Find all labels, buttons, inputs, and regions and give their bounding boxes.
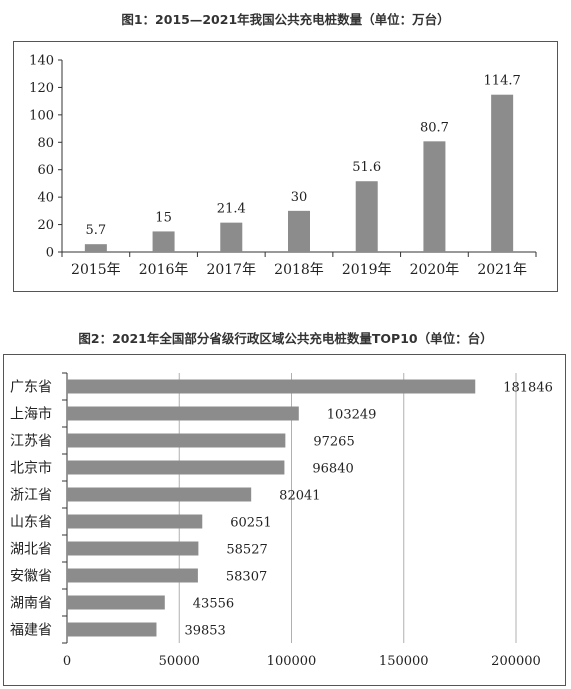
chart1-y-tick-label: 140 — [29, 54, 54, 69]
chart1-data-label: 114.7 — [484, 74, 521, 89]
chart2-x-tick-label: 150000 — [379, 654, 429, 669]
chart1-data-label: 80.7 — [420, 120, 449, 135]
chart2-data-label: 39853 — [184, 624, 225, 639]
chart1-y-tick-label: 80 — [37, 136, 54, 151]
chart1-y-tick-label: 100 — [29, 108, 54, 123]
chart2-data-label: 60251 — [230, 516, 271, 531]
chart2-y-category-label: 湖北省 — [10, 542, 52, 558]
chart2-y-category-label: 江苏省 — [10, 434, 52, 450]
chart1-x-category-label: 2015年 — [71, 262, 121, 278]
chart1-bar — [152, 231, 175, 252]
chart2-bar — [67, 460, 285, 475]
chart2-bar — [67, 514, 203, 529]
chart2-data-label: 96840 — [312, 462, 353, 477]
chart1-x-category-label: 2020年 — [410, 262, 460, 278]
chart2-x-tick-label: 50000 — [159, 654, 200, 669]
chart2-data-label: 58307 — [226, 570, 267, 585]
chart1-y-tick-label: 120 — [29, 81, 54, 96]
chart1-bar — [84, 244, 107, 252]
chart2-bar — [67, 379, 476, 394]
chart2-bar — [67, 487, 252, 502]
chart1-data-label: 5.7 — [86, 223, 107, 238]
chart1-bar — [355, 181, 378, 252]
chart2-data-label: 43556 — [193, 597, 234, 612]
chart2-y-category-label: 山东省 — [10, 515, 52, 531]
chart2-bar — [67, 568, 198, 583]
chart2-bar — [67, 595, 165, 610]
chart2-y-category-label: 广东省 — [10, 380, 52, 396]
chart2-x-tick-label: 0 — [63, 654, 71, 669]
chart1-x-category-label: 2016年 — [139, 262, 189, 278]
chart2-data-label: 181846 — [503, 381, 553, 396]
chart2-x-tick-label: 200000 — [491, 654, 541, 669]
chart1-x-category-label: 2018年 — [274, 262, 324, 278]
chart1-x-category-label: 2017年 — [206, 262, 256, 278]
chart1-data-label: 21.4 — [217, 202, 246, 217]
chart1-bar — [288, 210, 310, 252]
chart1-y-tick-label: 0 — [46, 246, 54, 261]
chart2-y-category-label: 浙江省 — [10, 488, 52, 504]
chart2-y-category-label: 上海市 — [10, 406, 52, 423]
chart2-x-tick-label: 100000 — [267, 654, 317, 669]
chart2-data-label: 97265 — [313, 435, 354, 450]
chart2-y-category-label: 福建省 — [10, 623, 52, 639]
chart1-x-category-label: 2019年 — [342, 262, 392, 278]
chart2-data-label: 58527 — [226, 543, 267, 558]
chart2-y-category-label: 安徽省 — [10, 569, 52, 585]
chart2-bar — [67, 433, 286, 448]
chart2-y-category-label: 北京市 — [10, 460, 52, 477]
chart1-y-tick-label: 40 — [37, 191, 54, 206]
chart2-data-label: 103249 — [327, 408, 377, 423]
chart2-bar — [67, 406, 299, 421]
chart1-data-label: 15 — [155, 210, 172, 225]
chart1-data-label: 51.6 — [352, 160, 381, 175]
chart1-bar — [491, 94, 514, 252]
chart1-bar — [423, 141, 446, 252]
chart1-y-tick-label: 60 — [37, 163, 54, 178]
chart1-y-tick-label: 20 — [37, 218, 54, 233]
chart1-title: 图1：2015—2021年我国公共充电桩数量（单位：万台） — [121, 12, 450, 27]
chart1-x-category-label: 2021年 — [477, 262, 527, 278]
chart1-bar — [220, 222, 243, 252]
chart2-y-category-label: 湖南省 — [10, 596, 52, 612]
chart2-bar — [67, 622, 157, 637]
chart2-bar — [67, 541, 199, 556]
chart2-data-label: 82041 — [279, 489, 320, 504]
chart1-data-label: 30 — [291, 190, 308, 205]
chart1-plot: 0 20 40 60 80 100 120 140 5.7 2015年 15 2016年 21.4 201… — [29, 54, 537, 278]
chart2-title: 图2：2021年全国部分省级行政区域公共充电桩数量TOP10（单位：台） — [78, 331, 493, 346]
